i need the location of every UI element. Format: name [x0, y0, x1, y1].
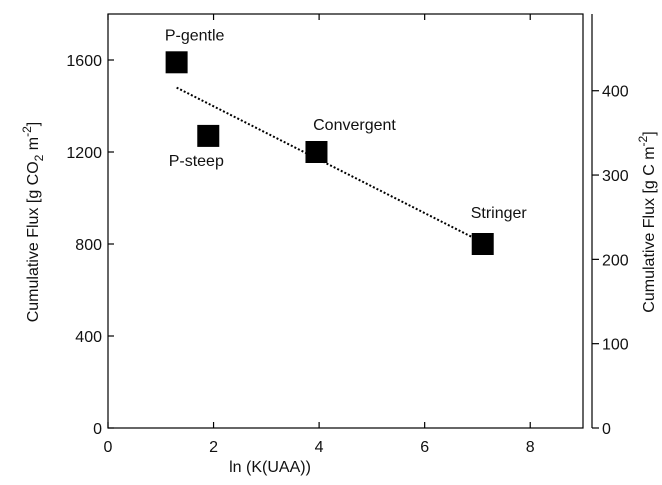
y2-tick-label: 300 [602, 168, 629, 185]
x-tick-label: 4 [315, 439, 324, 456]
point-label: Stringer [471, 205, 528, 222]
y2-tick-label: 100 [602, 337, 629, 354]
x-tick-label: 6 [420, 439, 429, 456]
marker [471, 233, 494, 255]
x-tick-label: 2 [209, 439, 218, 456]
y-tick-label: 800 [75, 237, 102, 254]
plot-frame [107, 13, 584, 429]
point-label: P-steep [169, 153, 224, 170]
y2-axis-label: Cumulative Flux [g C m-2] [636, 131, 658, 312]
x-tick-label: 0 [104, 439, 113, 456]
marker [165, 51, 188, 74]
y-tick-label: 400 [75, 329, 102, 346]
y-tick-label: 1600 [66, 53, 102, 70]
y2-tick-label: 0 [602, 421, 611, 438]
point-label: P-gentle [165, 27, 225, 44]
x-axis-label: ln (K(UAA)) [229, 459, 311, 476]
y-axis-label: Cumulative Flux [g CO2 m-2] [20, 122, 46, 323]
y-tick-label: 0 [93, 421, 102, 438]
y2-tick-label: 200 [602, 252, 629, 269]
marker [305, 141, 328, 163]
point-label: Convergent [313, 117, 396, 134]
marker [197, 124, 220, 147]
y2-tick-label: 400 [602, 84, 629, 101]
x-tick-label: 8 [526, 439, 535, 456]
y-tick-label: 1200 [66, 145, 102, 162]
